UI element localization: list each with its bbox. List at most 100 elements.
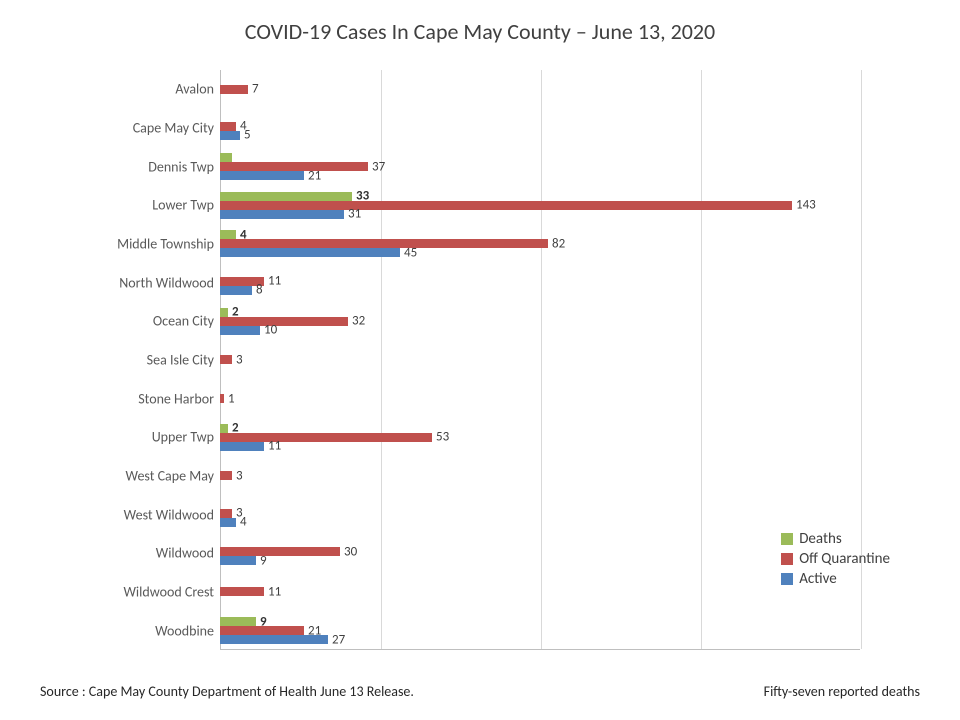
bar-value-label: 82 bbox=[552, 236, 565, 251]
footer: Source : Cape May County Department of H… bbox=[40, 683, 920, 700]
legend-swatch bbox=[781, 573, 793, 585]
bar-group: 11 8 bbox=[220, 263, 860, 302]
category-label: Middle Township bbox=[54, 235, 214, 252]
category-label: Woodbine bbox=[54, 622, 214, 639]
category-row: Sea Isle City3 bbox=[60, 341, 860, 380]
bar-off_quarantine: 3 bbox=[220, 471, 232, 480]
bar-value-label: 9 bbox=[260, 553, 267, 568]
bar-active: 5 bbox=[220, 131, 240, 140]
bar-off_quarantine: 32 bbox=[220, 317, 348, 326]
category-label: Wildwood Crest bbox=[54, 583, 214, 600]
bar-group: 11 bbox=[220, 573, 860, 612]
category-row: Cape May City45 bbox=[60, 109, 860, 148]
bar-active: 10 bbox=[220, 326, 260, 335]
bar-value-label: 7 bbox=[252, 82, 259, 97]
bar-off_quarantine: 37 bbox=[220, 162, 368, 171]
bar-value-label: 27 bbox=[332, 632, 345, 647]
bar-value-label: 11 bbox=[268, 274, 281, 289]
category-label: Sea Isle City bbox=[54, 351, 214, 368]
category-row: Dennis Twp3721 bbox=[60, 147, 860, 186]
category-label: North Wildwood bbox=[54, 274, 214, 291]
legend-label: Active bbox=[799, 570, 836, 588]
legend-swatch bbox=[781, 553, 793, 565]
bar-value-label: 37 bbox=[372, 159, 385, 174]
category-label: Dennis Twp bbox=[54, 158, 214, 175]
bar-group: 92127 bbox=[220, 611, 860, 650]
bar-active: 31 bbox=[220, 210, 344, 219]
legend: Deaths Off Quarantine Active bbox=[781, 528, 890, 590]
bar-active: 4 bbox=[220, 518, 236, 527]
bar-value-label: 21 bbox=[308, 168, 321, 183]
bar-value-label: 4 bbox=[240, 515, 247, 530]
category-row: Wildwood309 bbox=[60, 534, 860, 573]
category-label: Ocean City bbox=[54, 313, 214, 330]
bar-deaths: 33 bbox=[220, 192, 352, 201]
bar-active: 45 bbox=[220, 248, 400, 257]
bar-off_quarantine: 4 bbox=[220, 122, 236, 131]
category-label: Cape May City bbox=[54, 119, 214, 136]
bar-off_quarantine: 3 bbox=[220, 509, 232, 518]
category-row: Lower Twp3314331 bbox=[60, 186, 860, 225]
bar-group: 25311 bbox=[220, 418, 860, 457]
bar-group: 1 bbox=[220, 379, 860, 418]
category-row: West Wildwood34 bbox=[60, 495, 860, 534]
legend-swatch bbox=[781, 533, 793, 545]
category-label: West Cape May bbox=[54, 467, 214, 484]
bar-value-label: 5 bbox=[244, 128, 251, 143]
category-label: Lower Twp bbox=[54, 197, 214, 214]
bar-off_quarantine: 11 bbox=[220, 587, 264, 596]
category-row: North Wildwood118 bbox=[60, 263, 860, 302]
category-row: West Cape May3 bbox=[60, 457, 860, 496]
bar-value-label: 11 bbox=[268, 584, 281, 599]
bar-value-label: 53 bbox=[436, 430, 449, 445]
bar-value-label: 30 bbox=[344, 544, 357, 559]
bar-active: 21 bbox=[220, 171, 304, 180]
bar-deaths: 4 bbox=[220, 230, 236, 239]
chart-area: Avalon7Cape May City45Dennis Twp3721Lowe… bbox=[60, 70, 860, 650]
bar-off_quarantine: 3 bbox=[220, 355, 232, 364]
category-row: Middle Township48245 bbox=[60, 225, 860, 264]
bar-group: 33 143 31 bbox=[220, 186, 860, 225]
bar-group: 309 bbox=[220, 534, 860, 573]
bar-value-label: 3 bbox=[236, 352, 243, 367]
bar-off_quarantine: 30 bbox=[220, 547, 340, 556]
category-label: Upper Twp bbox=[54, 429, 214, 446]
bar-value-label: 31 bbox=[348, 207, 361, 222]
category-label: Stone Harbor bbox=[54, 390, 214, 407]
bar-off_quarantine: 53 bbox=[220, 433, 432, 442]
bar-value-label: 10 bbox=[264, 323, 277, 338]
bar-group: 23210 bbox=[220, 302, 860, 341]
legend-item-deaths: Deaths bbox=[781, 530, 890, 548]
bar-value-label: 32 bbox=[352, 314, 365, 329]
category-label: Avalon bbox=[54, 81, 214, 98]
bar-off_quarantine: 21 bbox=[220, 626, 304, 635]
legend-label: Deaths bbox=[799, 530, 842, 548]
category-row: Ocean City23210 bbox=[60, 302, 860, 341]
bar-active: 11 bbox=[220, 442, 264, 451]
footer-note: Fifty-seven reported deaths bbox=[764, 683, 920, 700]
legend-item-active: Active bbox=[781, 570, 890, 588]
bar-group: 3 bbox=[220, 457, 860, 496]
bar-off_quarantine: 82 bbox=[220, 239, 548, 248]
category-row: Upper Twp25311 bbox=[60, 418, 860, 457]
footer-source: Source : Cape May County Department of H… bbox=[40, 683, 414, 700]
category-label: Wildwood bbox=[54, 545, 214, 562]
category-label: West Wildwood bbox=[54, 506, 214, 523]
legend-label: Off Quarantine bbox=[799, 550, 890, 568]
bar-value-label: 1 bbox=[228, 391, 235, 406]
bar-value-label: 11 bbox=[268, 439, 281, 454]
bar-value-label: 45 bbox=[404, 245, 417, 260]
bar-value-label: 143 bbox=[796, 198, 816, 213]
bar-active: 9 bbox=[220, 556, 256, 565]
category-row: Woodbine92127 bbox=[60, 611, 860, 650]
bar-value-label: 3 bbox=[236, 468, 243, 483]
bar-off_quarantine: 1 bbox=[220, 394, 224, 403]
category-row: Avalon7 bbox=[60, 70, 860, 109]
bar-off_quarantine: 7 bbox=[220, 85, 248, 94]
category-row: Wildwood Crest11 bbox=[60, 573, 860, 612]
bar-value-label: 8 bbox=[256, 283, 263, 298]
bar-group: 34 bbox=[220, 495, 860, 534]
bar-group: 48245 bbox=[220, 225, 860, 264]
bar-group: 7 bbox=[220, 70, 860, 109]
bar-group: 3721 bbox=[220, 147, 860, 186]
